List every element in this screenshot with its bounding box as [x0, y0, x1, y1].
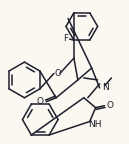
Text: N: N — [103, 83, 109, 92]
Text: F: F — [63, 34, 68, 43]
Text: O: O — [55, 69, 61, 78]
Text: O: O — [106, 101, 113, 110]
Text: O: O — [37, 97, 44, 106]
Text: NH: NH — [88, 120, 101, 129]
